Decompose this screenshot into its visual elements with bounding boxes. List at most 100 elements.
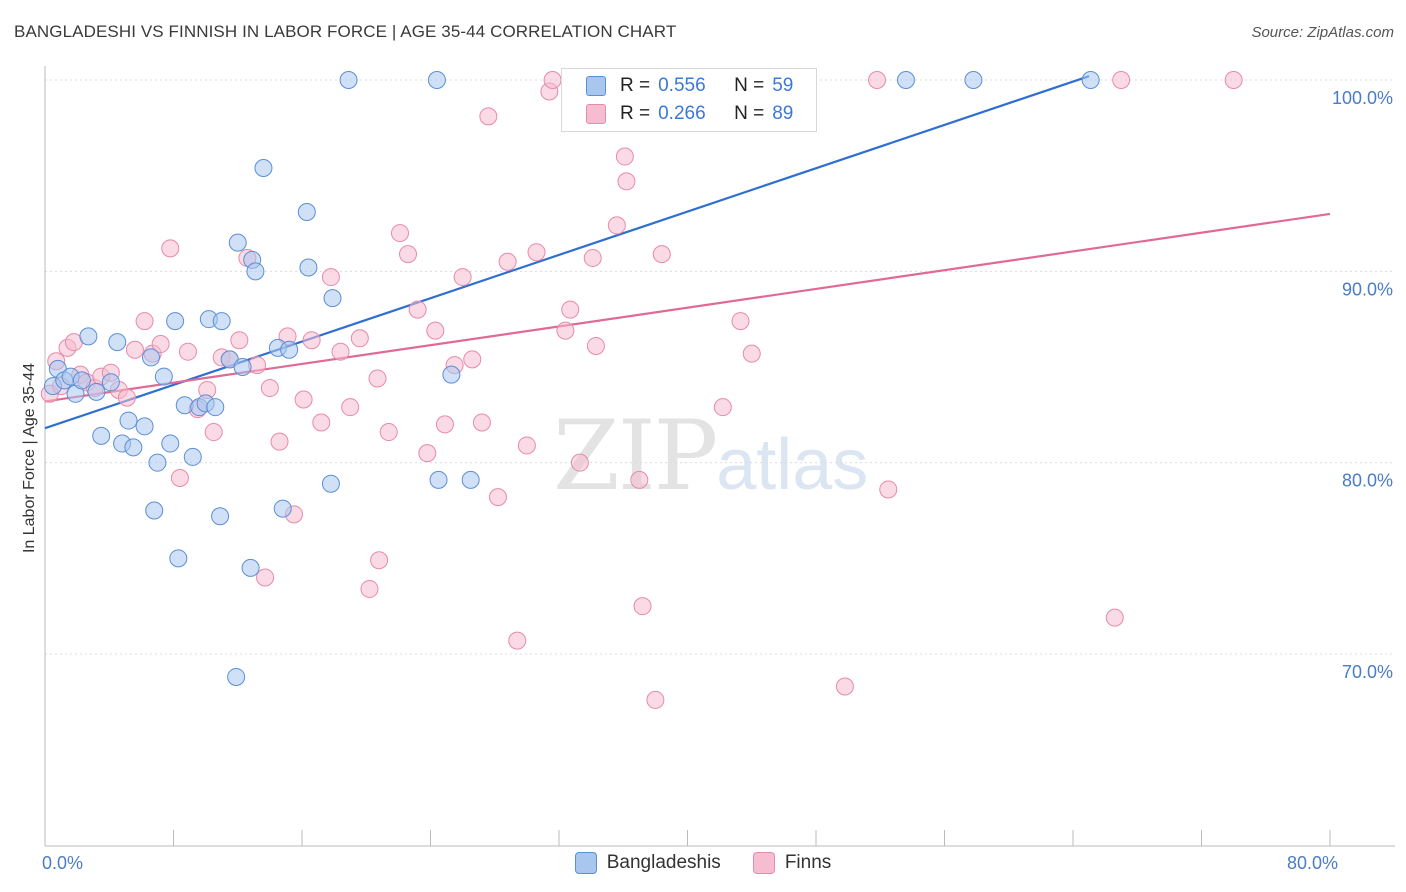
point-bangladeshi (183, 447, 202, 466)
tick-labels: 100.0% 90.0% 80.0% 70.0% 0.0% 80.0% (42, 88, 1393, 873)
stats-legend: R = 0.556 N = 59 R = 0.266 N = 89 (561, 68, 817, 132)
point-bangladeshi (254, 159, 273, 178)
legend-item-bangladeshis[interactable]: Bangladeshis (574, 852, 721, 874)
point-bangladeshi (241, 558, 260, 577)
point-finn (527, 243, 546, 262)
point-finn (256, 568, 275, 587)
point-finn (570, 453, 589, 472)
n-value: 89 (772, 103, 794, 124)
point-finn (204, 423, 223, 442)
y-axis-label: In Labor Force | Age 35-44 (21, 363, 38, 553)
point-finn (472, 413, 491, 432)
swatch-finns (586, 104, 606, 124)
point-bangladeshi (79, 327, 98, 346)
point-finn (652, 245, 671, 264)
y-tick-label: 100.0% (1332, 88, 1393, 108)
point-finn (561, 300, 580, 319)
point-bangladeshi (124, 438, 143, 457)
point-finn (607, 216, 626, 235)
point-finn (270, 432, 289, 451)
point-finn (117, 388, 136, 407)
legend-item-finns[interactable]: Finns (752, 852, 832, 874)
point-bangladeshi (321, 474, 340, 493)
n-label: N = (734, 75, 765, 96)
point-finn (418, 444, 437, 463)
point-finn (125, 340, 144, 359)
point-bangladeshi (442, 365, 461, 384)
point-finn (294, 390, 313, 409)
point-bangladeshi (233, 358, 252, 376)
point-bangladeshi (429, 470, 448, 489)
point-finn (463, 350, 482, 369)
point-bangladeshi (206, 398, 225, 417)
point-finn (879, 480, 898, 499)
point-finn (161, 239, 180, 258)
legend-swatch-finns (752, 852, 775, 874)
point-finn (1112, 71, 1131, 89)
point-bangladeshi (323, 289, 342, 308)
data-points (40, 71, 1243, 709)
point-finn (260, 379, 279, 398)
point-finn (135, 312, 154, 331)
legend-label-bangladeshis: Bangladeshis (606, 852, 721, 873)
stats-row-finns: R = 0.266 N = 89 (586, 101, 793, 127)
axes (44, 66, 1395, 847)
n-label: N = (734, 103, 765, 124)
point-bangladeshi (142, 348, 161, 367)
y-tick-label: 70.0% (1342, 662, 1393, 682)
point-finn (230, 331, 249, 350)
point-finn (368, 369, 387, 388)
point-bangladeshi (1081, 71, 1100, 89)
point-finn (646, 690, 665, 709)
point-finn (178, 342, 197, 361)
point-finn (390, 224, 409, 243)
point-bangladeshi (964, 71, 983, 89)
point-finn (170, 468, 189, 487)
point-finn (399, 245, 418, 264)
point-finn (151, 335, 170, 354)
n-value: 59 (772, 75, 794, 96)
point-bangladeshi (108, 333, 127, 352)
point-bangladeshi (154, 367, 173, 386)
x-tick-label: 0.0% (42, 853, 83, 873)
point-bangladeshi (297, 203, 316, 222)
point-bangladeshi (166, 312, 185, 331)
point-bangladeshi (101, 373, 120, 392)
point-finn (302, 331, 321, 350)
point-bangladeshi (92, 426, 111, 445)
series-legend: Bangladeshis Finns (0, 852, 1406, 874)
point-finn (360, 579, 379, 598)
swatch-bangladeshis (586, 76, 606, 96)
point-bangladeshi (169, 549, 188, 568)
point-finn (498, 252, 517, 271)
point-bangladeshi (427, 71, 446, 89)
point-finn (713, 398, 732, 417)
legend-label-finns: Finns (784, 852, 832, 873)
point-finn (583, 248, 602, 267)
point-finn (479, 107, 498, 126)
trend-line-bangladeshi (44, 75, 1090, 430)
point-bangladeshi (339, 71, 358, 89)
y-tick-label: 90.0% (1342, 279, 1393, 299)
point-finn (408, 300, 427, 319)
point-finn (543, 71, 562, 89)
point-bangladeshi (280, 340, 299, 359)
point-finn (379, 423, 398, 442)
r-value: 0.556 (658, 75, 706, 96)
point-bangladeshi (161, 434, 180, 453)
point-finn (453, 268, 472, 287)
point-bangladeshi (119, 411, 138, 430)
point-bangladeshi (227, 667, 246, 686)
point-finn (508, 631, 527, 650)
y-tick-label: 80.0% (1342, 471, 1393, 491)
point-finn (517, 436, 536, 455)
point-bangladeshi (87, 382, 106, 401)
point-finn (615, 147, 634, 166)
point-finn (835, 677, 854, 696)
r-value: 0.266 (658, 103, 706, 124)
point-bangladeshi (299, 258, 318, 277)
point-finn (312, 413, 331, 432)
point-finn (556, 321, 575, 340)
point-finn (370, 551, 389, 570)
point-bangladeshi (135, 417, 154, 436)
